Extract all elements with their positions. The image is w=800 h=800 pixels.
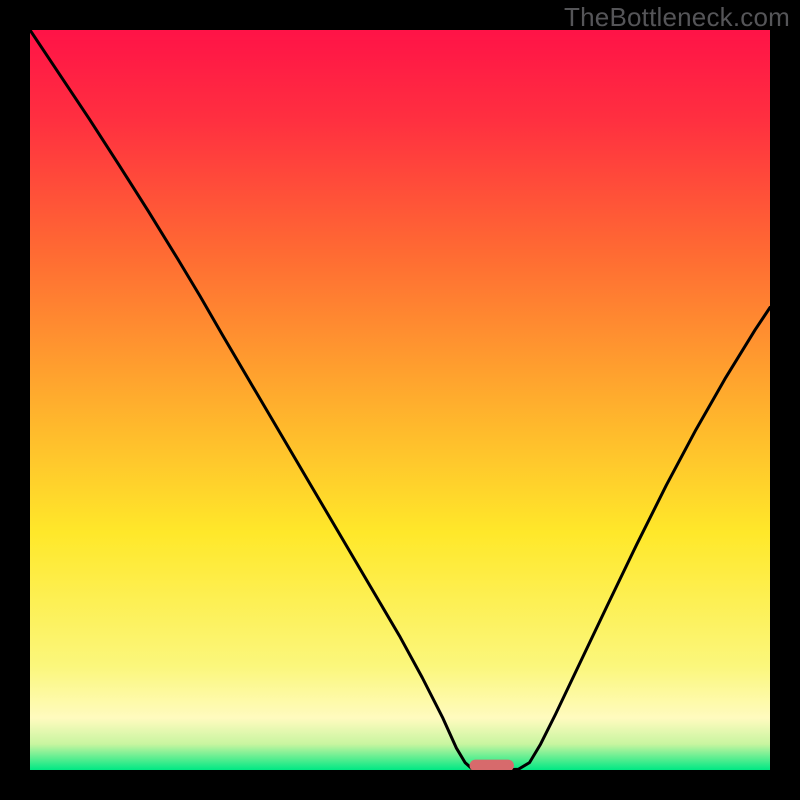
bottleneck-chart (30, 30, 770, 770)
gradient-background (30, 30, 770, 770)
watermark-text: TheBottleneck.com (564, 2, 790, 33)
chart-container: TheBottleneck.com (0, 0, 800, 800)
optimum-marker (470, 760, 514, 770)
